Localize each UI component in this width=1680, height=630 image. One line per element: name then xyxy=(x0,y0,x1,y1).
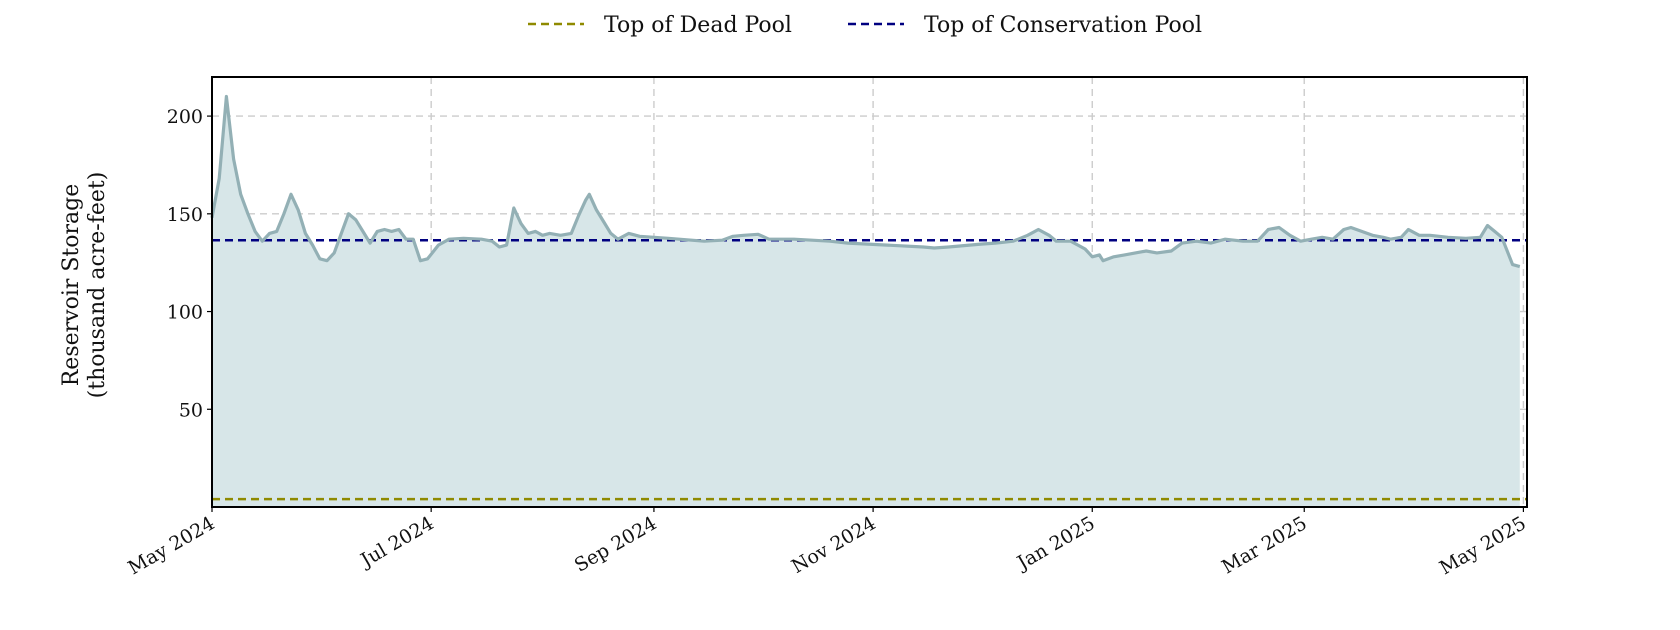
y-tick-label: 200 xyxy=(167,106,203,128)
y-axis-label-line-1: Reservoir Storage xyxy=(59,184,84,387)
x-tick-label: Jan 2025 xyxy=(1012,512,1099,575)
x-tick-label: May 2024 xyxy=(124,512,218,579)
x-axis-ticks: May 2024 Jul 2024 Sep 2024 Nov 2024 Jan 2025… xyxy=(124,507,1530,579)
y-tick-label: 50 xyxy=(179,399,203,421)
legend-item-conservation-pool: Top of Conservation Pool xyxy=(848,13,1202,38)
y-tick-label: 100 xyxy=(167,302,203,324)
y-axis-label: Reservoir Storage (thousand acre-feet) xyxy=(59,172,110,399)
legend-label-conservation-pool: Top of Conservation Pool xyxy=(924,13,1202,38)
x-tick-label: May 2025 xyxy=(1436,512,1530,579)
y-tick-label: 150 xyxy=(167,204,203,226)
storage-area xyxy=(212,96,1520,507)
storage-line-layer xyxy=(210,94,1521,269)
legend: Top of Dead Pool Top of Conservation Poo… xyxy=(528,13,1202,38)
plot-frame xyxy=(211,76,1528,508)
storage-line xyxy=(210,94,1521,269)
y-axis-label-line-2: (thousand acre-feet) xyxy=(85,172,110,399)
x-tick-label: Nov 2024 xyxy=(788,512,880,578)
x-tick-label: Mar 2025 xyxy=(1218,512,1311,578)
x-tick-label: Jul 2024 xyxy=(355,512,437,572)
legend-item-dead-pool: Top of Dead Pool xyxy=(528,13,792,38)
storage-area-fill xyxy=(212,96,1520,507)
y-axis-ticks: 50 100 150 200 xyxy=(167,106,212,421)
legend-label-dead-pool: Top of Dead Pool xyxy=(604,13,792,38)
x-tick-label: Sep 2024 xyxy=(571,512,661,576)
